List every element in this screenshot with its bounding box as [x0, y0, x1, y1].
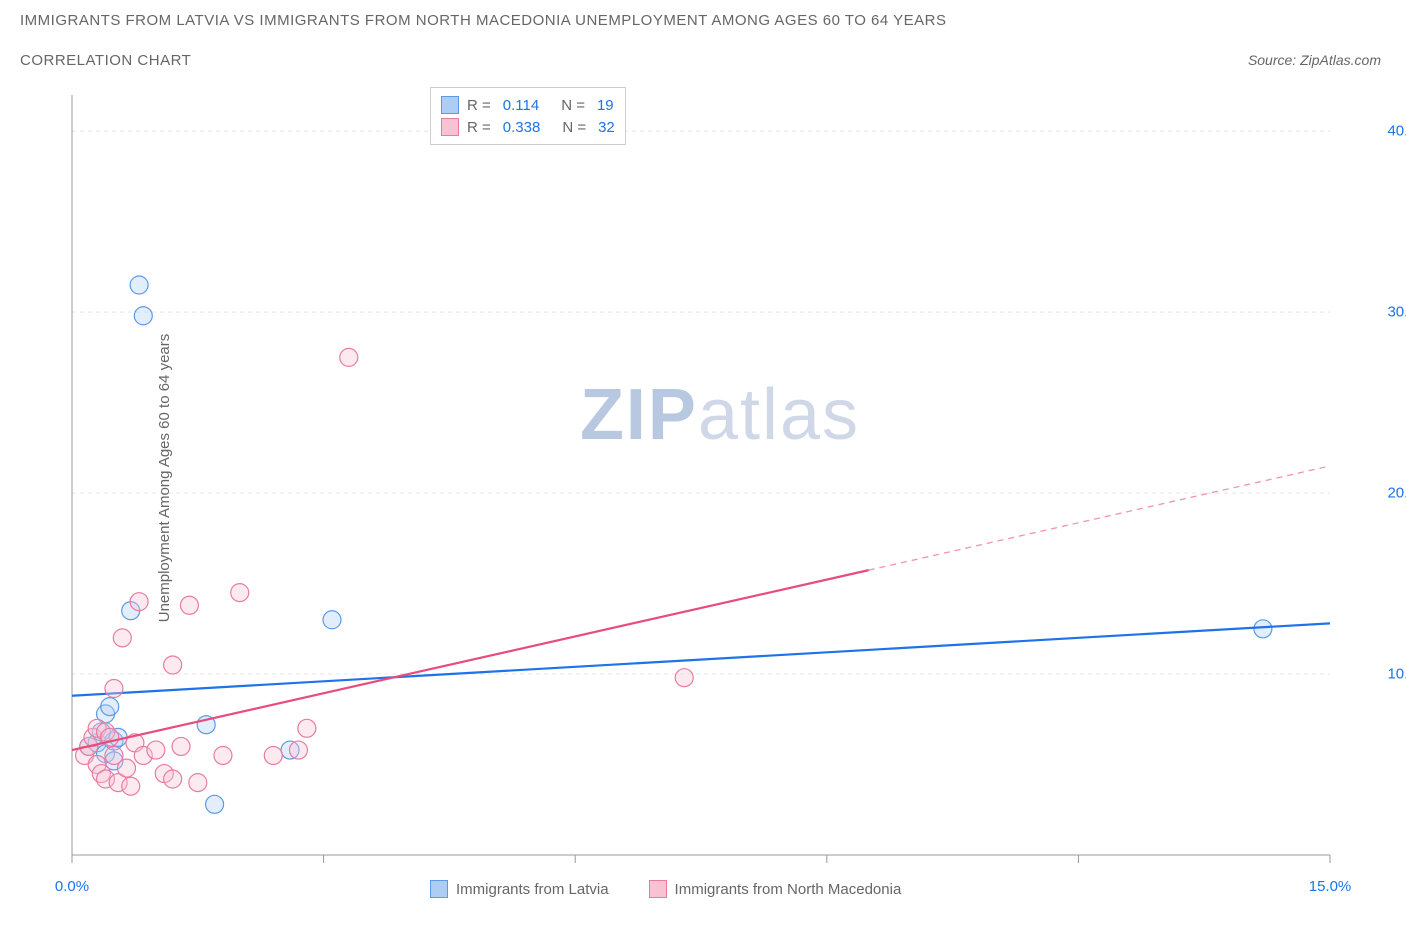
series-legend-item: Immigrants from Latvia: [430, 880, 609, 898]
y-tick-label: 40.0%: [1387, 123, 1406, 140]
scatter-chart: [60, 85, 1380, 870]
series-legend-label: Immigrants from North Macedonia: [675, 881, 902, 898]
r-value: 0.114: [503, 97, 539, 114]
series-legend-label: Immigrants from Latvia: [456, 881, 609, 898]
legend-swatch: [441, 96, 459, 114]
x-tick-label: 0.0%: [55, 878, 89, 895]
source-attribution: Source: ZipAtlas.com: [1248, 52, 1381, 68]
y-tick-label: 30.0%: [1387, 304, 1406, 321]
chart-area: Unemployment Among Ages 60 to 64 years Z…: [60, 85, 1380, 870]
series-legend-item: Immigrants from North Macedonia: [649, 880, 902, 898]
n-value: 32: [598, 119, 615, 136]
legend-swatch: [649, 880, 667, 898]
y-tick-label: 10.0%: [1387, 666, 1406, 683]
stats-legend-row: R = 0.338 N = 32: [441, 116, 615, 138]
legend-swatch: [441, 118, 459, 136]
stats-legend: R = 0.114 N = 19 R = 0.338 N = 32: [430, 87, 626, 145]
r-label: R =: [467, 119, 491, 136]
n-value: 19: [597, 97, 614, 114]
chart-title: IMMIGRANTS FROM LATVIA VS IMMIGRANTS FRO…: [20, 12, 947, 29]
y-axis-label: Unemployment Among Ages 60 to 64 years: [156, 333, 173, 622]
r-label: R =: [467, 97, 491, 114]
y-tick-label: 20.0%: [1387, 485, 1406, 502]
x-tick-label: 15.0%: [1309, 878, 1352, 895]
n-label: N =: [561, 97, 585, 114]
legend-swatch: [430, 880, 448, 898]
chart-subtitle: CORRELATION CHART: [20, 52, 191, 69]
series-legend: Immigrants from Latvia Immigrants from No…: [430, 880, 901, 898]
r-value: 0.338: [503, 119, 541, 136]
n-label: N =: [562, 119, 586, 136]
stats-legend-row: R = 0.114 N = 19: [441, 94, 615, 116]
